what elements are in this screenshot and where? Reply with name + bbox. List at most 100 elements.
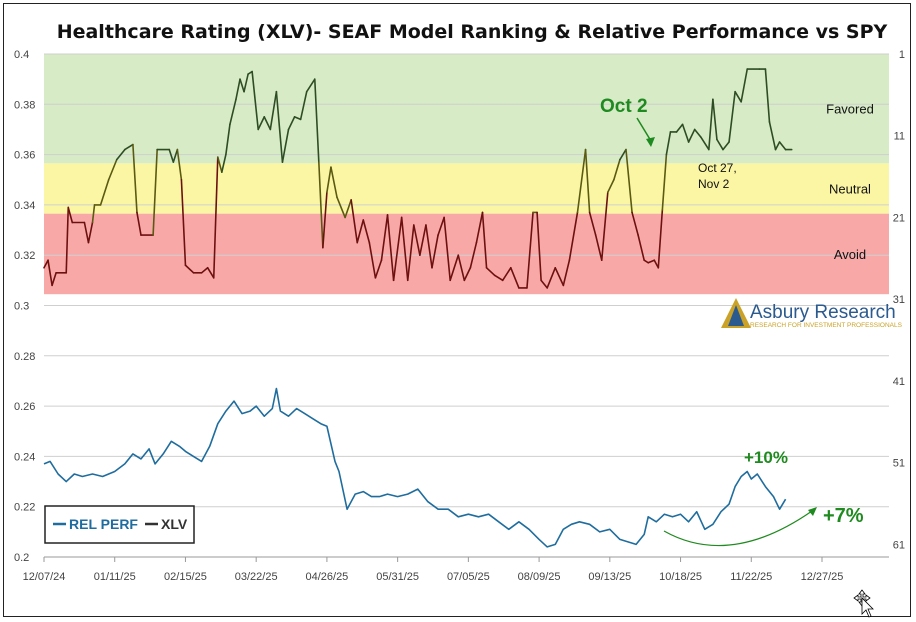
xlv-segment (406, 224, 415, 282)
xlv-segment (400, 216, 409, 282)
xlv-segment (313, 78, 320, 163)
xlv-segment (699, 136, 710, 151)
xlv-segment (693, 128, 702, 138)
xlv-segment (712, 98, 718, 141)
x-tick-label: 10/18/25 (659, 571, 702, 583)
xlv-segment (344, 199, 352, 219)
gridlines (44, 53, 889, 558)
y-left-tick-label: 0.3 (14, 301, 29, 313)
xlv-segment (584, 148, 591, 214)
zone-label-neutral: Neutral (829, 182, 871, 197)
annotation-oct2: Oct 2 (600, 96, 648, 117)
zone-label-avoid: Avoid (834, 247, 866, 262)
series-lines (43, 68, 793, 548)
annotations: Oct 2 Oct 27, Nov 2 +10% +7% (600, 96, 864, 547)
xlv-segment (386, 214, 395, 282)
xlv-segment (443, 216, 451, 282)
x-tick-label: 07/05/25 (447, 571, 490, 583)
y-right-tick-label: 11 (894, 131, 905, 143)
xlv-segment (251, 70, 260, 131)
logo-mark-inner-icon (728, 305, 744, 326)
xlv-segment (594, 234, 603, 262)
xlv-segment (67, 206, 74, 224)
legend: REL PERF XLV (44, 505, 195, 544)
y-right-tick-label: 61 (893, 539, 905, 551)
xlv-segment (457, 254, 466, 282)
xlv-segment (661, 153, 668, 211)
xlv-segment (637, 234, 645, 262)
series-line-rel-perf (43, 387, 787, 548)
y-left-tick-label: 0.32 (14, 250, 35, 262)
xlv-segment (419, 224, 427, 256)
xlv-segment (356, 219, 365, 244)
annotation-curve-arrow (663, 510, 813, 547)
xlv-segment (176, 148, 183, 181)
y-left-tick-label: 0.22 (14, 502, 35, 514)
xlv-segment (764, 68, 771, 123)
chart-title: Healthcare Rating (XLV)- SEAF Model Rank… (57, 21, 888, 43)
xlv-segment (463, 266, 472, 282)
xlv-segment (91, 204, 96, 224)
xlv-segment (269, 90, 278, 131)
xlv-segment (263, 116, 272, 131)
x-tick-label: 12/27/25 (801, 571, 844, 583)
xlv-segment (449, 254, 460, 282)
xlv-segment (475, 211, 484, 244)
xlv-segment (740, 68, 749, 103)
xlv-segment (243, 73, 249, 93)
xlv-segment (380, 214, 389, 262)
xlv-segment (200, 266, 209, 274)
arrow-head-icon (646, 137, 655, 147)
xlv-segment (413, 224, 421, 256)
xlv-segment (687, 128, 696, 143)
y-right-tick-label: 21 (893, 212, 905, 224)
xlv-segment (229, 98, 237, 126)
xlv-segment (275, 90, 284, 163)
xlv-segment (493, 274, 504, 282)
x-tick-label: 05/31/25 (376, 571, 419, 583)
y-right-tick-label: 31 (893, 294, 905, 306)
annotation-oct2-arrow (636, 117, 652, 142)
zone-favored (44, 54, 889, 164)
xlv-segment (362, 219, 371, 244)
xlv-segment (625, 148, 633, 214)
chart-frame (3, 3, 911, 617)
xlv-segment (180, 178, 187, 267)
xlv-segment (437, 216, 445, 236)
xlv-segment (281, 128, 290, 163)
x-tick-label: 01/11/25 (94, 571, 136, 583)
asbury-logo: Asbury Research RESEARCH FOR INVESTMENT … (721, 298, 903, 329)
x-tick-label: 03/22/25 (235, 571, 278, 583)
y-right-tick-label: 51 (893, 458, 905, 470)
y-right-tick-label: 41 (893, 376, 905, 388)
xlv-segment (43, 259, 49, 269)
xlv-segment (536, 211, 542, 282)
xlv-segment (83, 221, 90, 244)
xlv-segment (374, 259, 383, 279)
xlv-segment (631, 211, 639, 236)
xlv-segment (330, 166, 338, 199)
xlv-segment (774, 141, 781, 151)
xlv-segment (606, 178, 615, 194)
rating-zones (44, 54, 889, 295)
xlv-segment (708, 98, 714, 151)
annotation-plus7: +7% (823, 505, 864, 527)
xlv-segment (168, 148, 175, 163)
logo-tagline: RESEARCH FOR INVESTMENT PROFESSIONALS (750, 322, 903, 329)
xlv-segment (225, 123, 231, 156)
xlv-segment (336, 196, 346, 219)
xlv-segment (124, 143, 134, 151)
xlv-segment (600, 191, 609, 262)
xlv-segment (469, 241, 478, 269)
x-tick-label: 08/09/25 (518, 571, 561, 583)
xlv-segment (136, 211, 142, 236)
xlv-segment (107, 158, 118, 181)
xlv-segment (681, 123, 690, 143)
xlv-segment (239, 78, 245, 93)
xlv-segment (326, 166, 332, 194)
xlv-segment (87, 221, 94, 244)
xlv-segment (368, 241, 377, 279)
xlv-segment (350, 199, 359, 244)
